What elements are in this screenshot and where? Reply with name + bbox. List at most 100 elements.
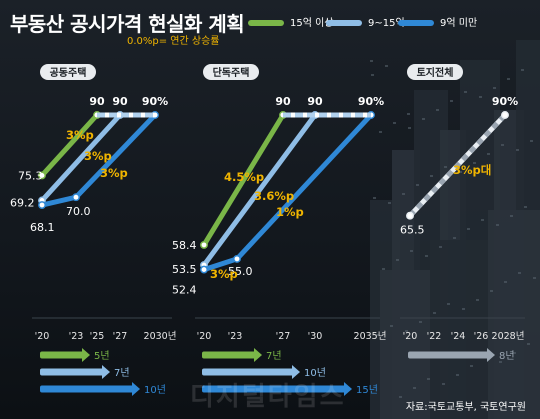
duration-arrow-bar [408, 351, 489, 359]
target-value-label: 90 [112, 95, 128, 108]
window-light [530, 140, 533, 142]
window-light [396, 259, 399, 261]
series-line [39, 112, 123, 204]
window-light [405, 330, 408, 332]
x-tick-label: '20 [35, 331, 50, 342]
value-label: 55.0 [228, 265, 253, 278]
window-light [413, 387, 416, 389]
window-light [373, 197, 376, 199]
rate-label: 3%p [210, 267, 238, 281]
window-light [504, 281, 507, 283]
window-light [513, 352, 516, 354]
building-shape [430, 240, 490, 419]
window-light [407, 113, 410, 115]
value-label: 69.2 [10, 197, 35, 210]
value-label: 75.3 [18, 169, 43, 182]
page-title: 부동산 공시가격 현실화 계획 [10, 12, 245, 36]
data-point [38, 171, 46, 180]
x-tick-label: '23 [69, 331, 84, 342]
window-light [422, 118, 425, 120]
x-tick-label: '26 [474, 331, 489, 342]
x-tick-label: 2028년 [492, 331, 525, 342]
target-value-label: 90 [307, 95, 323, 108]
data-point [406, 211, 414, 220]
window-light [447, 303, 450, 305]
rate-label: 3%p [66, 128, 94, 142]
duration-arrow-head [102, 365, 110, 379]
duration-label: 10년 [144, 384, 166, 396]
window-light [467, 228, 470, 230]
series-line-dash [408, 113, 507, 218]
window-light [416, 184, 419, 186]
duration-label: 5년 [94, 350, 110, 362]
duration-label: 15년 [356, 384, 378, 396]
data-point [72, 193, 80, 202]
duration-arrow-bar [40, 368, 104, 376]
x-tick-label: '27 [113, 331, 128, 342]
legend-item-15-over: 15억 이상 [248, 14, 334, 29]
window-light [370, 60, 373, 62]
value-label: 53.5 [172, 263, 197, 276]
city-background [370, 40, 540, 419]
legend-label: 9억 미만 [440, 18, 478, 29]
window-light [385, 65, 388, 67]
window-light [376, 334, 379, 336]
rate-label: 3%p대 [453, 163, 491, 177]
duration-arrow-bar [202, 368, 294, 376]
panel-title: 단독주택 [213, 66, 250, 79]
window-light [527, 343, 530, 345]
window-light [442, 383, 445, 385]
panel-header-pill [40, 64, 96, 80]
window-light [390, 325, 393, 327]
target-value-label: 90 [89, 95, 105, 108]
legend-label: 15억 이상 [290, 18, 334, 29]
rate-label: 1%p [276, 205, 304, 219]
duration-label: 10년 [304, 367, 326, 379]
window-light [493, 87, 496, 89]
duration-arrow-bar [202, 351, 256, 359]
duration-arrow-bar [202, 385, 346, 393]
window-light [393, 122, 396, 124]
rate-label: 3.6%p [254, 189, 294, 203]
panel-header-pill [407, 64, 463, 80]
data-point [233, 254, 241, 263]
duration-arrow-head [344, 382, 352, 396]
source-note: 자료:국토교통부, 국토연구원 [405, 402, 526, 413]
rate-label: 3%p [84, 149, 112, 163]
window-light [410, 250, 413, 252]
window-light [433, 312, 436, 314]
value-label: 65.5 [400, 224, 425, 237]
window-light [524, 206, 527, 208]
window-light [419, 321, 422, 323]
chart-panel: 토지전체 '20 '22 '24 '26 2028년 90% 65.5 3%p대 8년 [400, 64, 525, 362]
data-point [200, 265, 208, 274]
window-light [476, 299, 479, 301]
window-light [487, 153, 490, 155]
data-point [200, 240, 208, 249]
target-value-label: 90% [492, 95, 518, 108]
window-light [490, 290, 493, 292]
window-light [436, 109, 439, 111]
legend-swatch-green [248, 20, 284, 26]
x-tick-label: '20 [197, 331, 212, 342]
x-tick-label: '24 [451, 331, 466, 342]
chart-panel: 공동주택 '20 '23 '25 '27 2030년 90 90 90% 75.3 69.2 68.1… [10, 64, 176, 396]
window-light [439, 246, 442, 248]
window-light [516, 149, 519, 151]
rate-note: 0.0%p= 연간 상승률 [127, 36, 220, 47]
duration-arrow-head [254, 348, 262, 362]
duration-arrow-bar [40, 351, 84, 359]
panel-title: 공동주택 [50, 66, 87, 79]
window-light [496, 224, 499, 226]
window-light [507, 78, 510, 80]
window-light [473, 162, 476, 164]
building-shape [380, 270, 430, 419]
legend-item-9-under: 9억 미만 [398, 14, 478, 29]
duration-arrow-bar [40, 385, 134, 393]
x-tick-label: '20 [403, 331, 418, 342]
x-tick-label: '30 [308, 331, 323, 342]
value-label: 70.0 [66, 205, 91, 218]
duration-label: 7년 [266, 350, 282, 362]
target-value-label: 90% [358, 95, 384, 108]
